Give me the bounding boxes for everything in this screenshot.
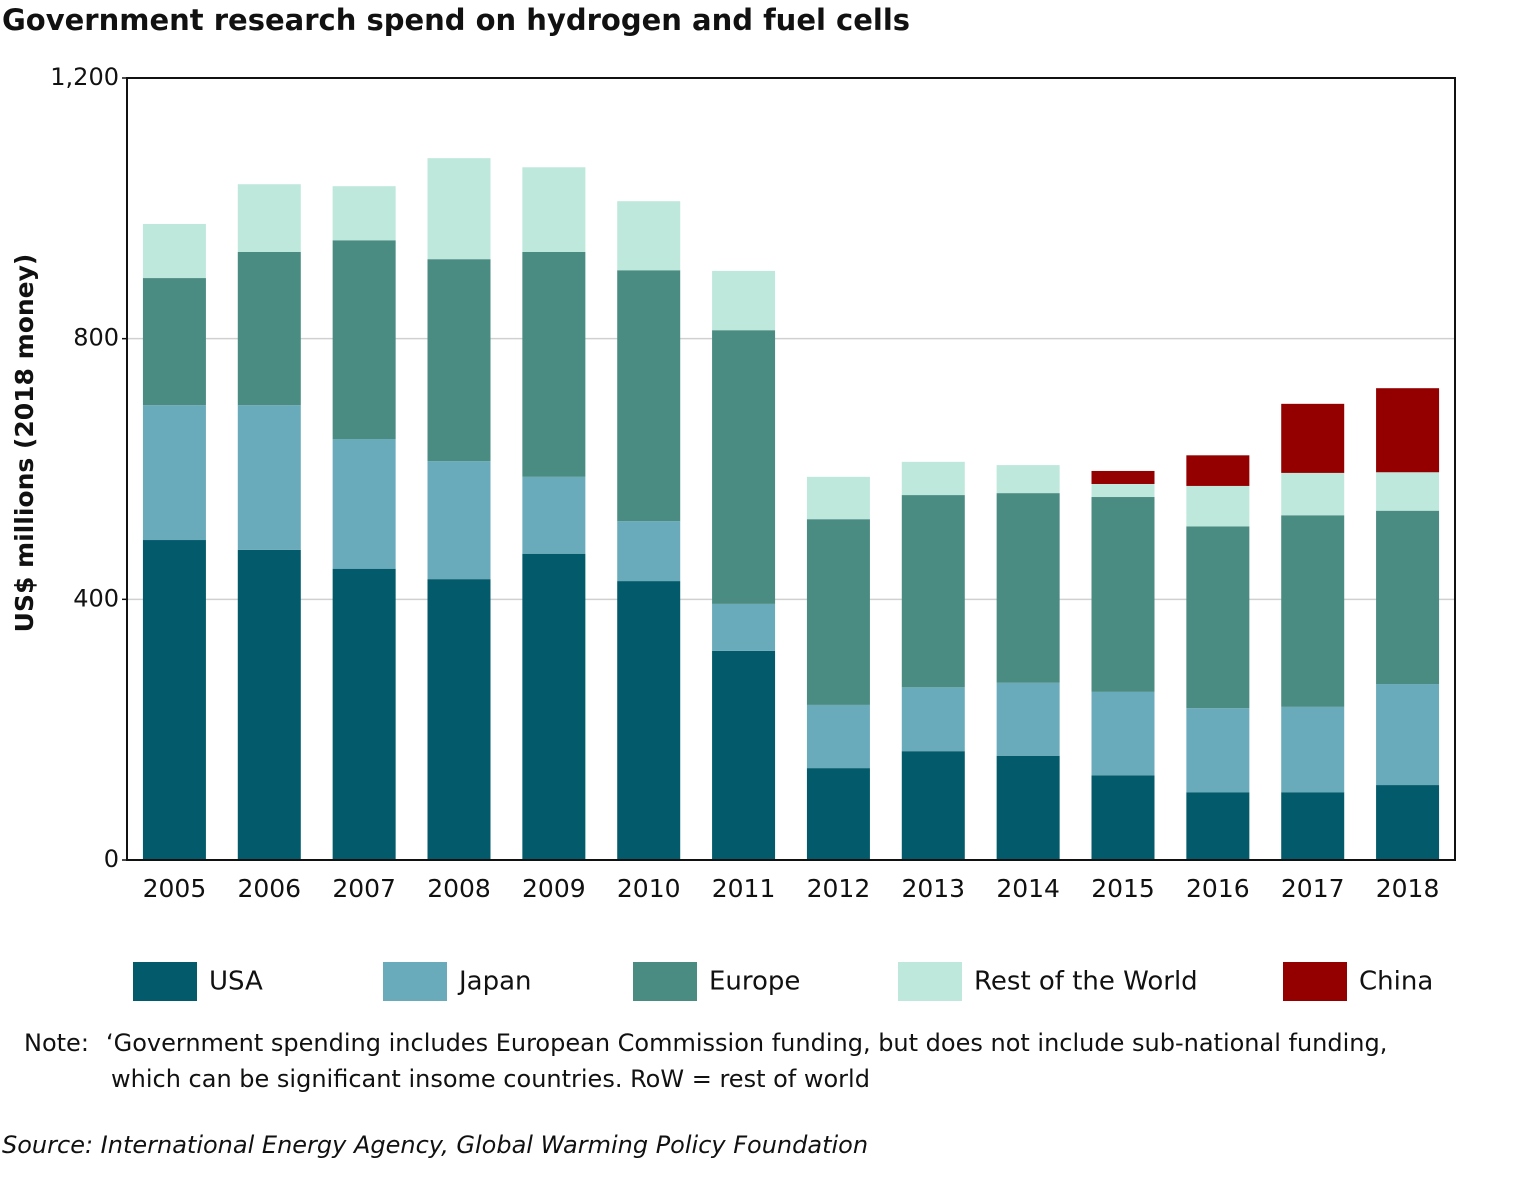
note-label: Note: (24, 1029, 89, 1057)
y-tick-label: 400 (73, 584, 119, 612)
bar-segment (427, 259, 491, 462)
legend-swatch (383, 962, 447, 1001)
bar-segment (142, 540, 206, 860)
bar-segment (617, 201, 681, 271)
bar-segment (522, 553, 586, 860)
bar-segment (712, 603, 776, 651)
legend-swatch (133, 962, 197, 1001)
x-tick-label: 2015 (1091, 874, 1155, 903)
bar-segment (1091, 691, 1155, 776)
y-tick-label: 1,200 (50, 63, 119, 91)
x-tick-label: 2014 (996, 874, 1060, 903)
bar-segment (427, 461, 491, 580)
bar-segment (901, 751, 965, 860)
bar-segment (1376, 785, 1440, 860)
bar-segment (332, 186, 396, 241)
legend-label: Europe (709, 967, 800, 997)
x-tick-label: 2010 (617, 874, 681, 903)
bar-segment (1186, 455, 1250, 486)
bar-segment (901, 495, 965, 688)
x-tick-label: 2016 (1186, 874, 1250, 903)
bar-segment (142, 278, 206, 406)
bar-segment (1091, 483, 1155, 498)
bar-segment (1281, 515, 1345, 707)
bar-segment (1281, 472, 1345, 516)
bar-segment (1376, 388, 1440, 473)
legend-label: Rest of the World (974, 967, 1198, 997)
legend-label: USA (209, 967, 263, 997)
bar-segment (1186, 485, 1250, 527)
bar-segment (1376, 472, 1440, 511)
bar-segment (332, 568, 396, 860)
y-axis-label: US$ millions (2018 money) (10, 254, 39, 633)
bar-segment (996, 682, 1060, 756)
note-text: which can be significant insome countrie… (111, 1065, 870, 1093)
plot-frame (126, 77, 1456, 861)
bar-segment (901, 687, 965, 752)
bar-segment (617, 270, 681, 522)
bar-segment (1186, 792, 1250, 860)
bar-segment (806, 768, 870, 860)
x-tick-label: 2011 (712, 874, 776, 903)
bar-segment (522, 251, 586, 477)
x-tick-label: 2018 (1376, 874, 1440, 903)
bar-segment (237, 251, 301, 406)
x-tick-label: 2013 (901, 874, 965, 903)
bar-segment (1376, 684, 1440, 786)
bar-segment (142, 405, 206, 541)
legend-label: China (1359, 967, 1433, 997)
x-tick-label: 2005 (143, 874, 207, 903)
bar-segment (806, 704, 870, 769)
y-tick-label: 0 (104, 845, 119, 873)
bar-segment (1281, 706, 1345, 793)
bar-segment (996, 493, 1060, 683)
x-tick-label: 2006 (237, 874, 301, 903)
bar-segment (617, 581, 681, 860)
bar-segment (332, 240, 396, 440)
bar-segment (427, 579, 491, 860)
x-tick-label: 2017 (1281, 874, 1345, 903)
legend-swatch (898, 962, 962, 1001)
bar-segment (522, 476, 586, 554)
bar-segment (712, 330, 776, 604)
bar-segment (806, 519, 870, 705)
bar-segment (1186, 526, 1250, 709)
legend-swatch (1283, 962, 1347, 1001)
bar-segment (237, 184, 301, 252)
bar-segment (712, 650, 776, 860)
bar-segment (996, 465, 1060, 494)
legend-label: Japan (457, 967, 532, 997)
x-tick-label: 2009 (522, 874, 586, 903)
legend-swatch (633, 962, 697, 1001)
bar-segment (901, 461, 965, 496)
bar-segment (617, 521, 681, 582)
chart-title: Government research spend on hydrogen an… (2, 3, 910, 37)
source: Source: International Energy Agency, Glo… (2, 1131, 868, 1159)
bar-segment (332, 439, 396, 569)
x-tick-label: 2012 (807, 874, 871, 903)
bar-segment (1091, 470, 1155, 484)
bar-segment (1376, 510, 1440, 685)
note-text: ‘Government spending includes European C… (106, 1029, 1387, 1057)
bar-segment (806, 476, 870, 520)
bar-segment (522, 167, 586, 252)
bar-segment (237, 405, 301, 550)
bar-segment (427, 158, 491, 260)
bar-segment (1091, 497, 1155, 692)
bar-segment (1186, 708, 1250, 793)
x-tick-label: 2008 (427, 874, 491, 903)
bar-segment (1091, 775, 1155, 860)
bar-segment (712, 270, 776, 331)
y-tick-label: 800 (73, 324, 119, 352)
bar-segment (1281, 403, 1345, 473)
bar-segment (142, 223, 206, 279)
bar-segment (1281, 792, 1345, 860)
bar-segment (996, 755, 1060, 860)
bar-segment (237, 549, 301, 860)
x-tick-label: 2007 (332, 874, 396, 903)
